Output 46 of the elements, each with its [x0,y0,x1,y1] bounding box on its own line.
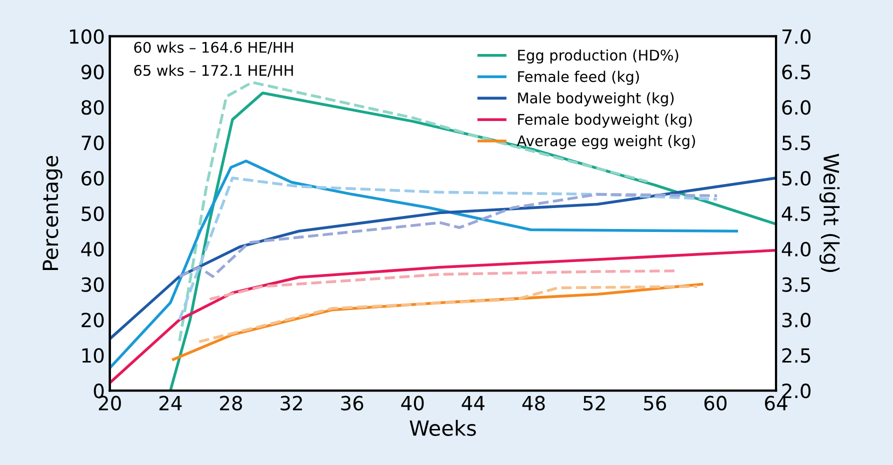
y2-tick-label: 6.5 [782,64,810,80]
legend-label: Male bodyweight (kg) [518,92,674,106]
y2-axis-title: Weight (kg) [819,154,840,272]
x-tick-label: 32 [280,396,302,411]
y2-tick-label: 4.5 [782,206,810,222]
x-axis-title: Weeks [410,420,476,436]
y2-tick-label: 6.0 [782,100,811,115]
x-tick-label: 40 [401,396,424,411]
y2-tick-label: 5.5 [782,136,810,150]
line-series [198,285,699,344]
x-tick-label: 48 [522,396,545,411]
line-series [178,176,718,322]
legend-label: Female feed (kg) [518,70,639,85]
y-axis-title: Percentage [42,156,62,270]
x-tick-label: 60 [704,396,727,411]
y2-tick-label: 3.0 [782,312,811,328]
y2-tick-label: 4.0 [782,242,811,257]
y-tick-label: 80 [82,100,104,115]
line-series [110,176,776,340]
y2-tick-label: 3.5 [782,277,810,292]
y-tick-label: 60 [82,170,104,186]
y2-tick-label: 5.0 [782,170,811,186]
y-tick-label: 10 [82,348,104,363]
y2-tick-label: 7.0 [782,29,811,44]
y2-tick-label: 2.5 [782,348,810,363]
y-tick-label: 90 [81,64,104,80]
y-tick-label: 30 [82,277,104,292]
line-series [110,248,776,384]
legend-label: Average egg weight (kg) [516,135,696,150]
line-series [178,192,718,278]
annotation: 65 wks – 172.1 HE/HH [134,64,293,78]
x-tick-label: 44 [462,396,484,410]
line-series [110,160,738,370]
x-tick-label: 36 [341,396,364,411]
x-tick-label: 56 [644,396,666,411]
x-tick-label: 28 [220,396,242,411]
legend-label: Egg production (HD%) [518,49,678,64]
x-tick-label: 52 [583,396,605,411]
x-tick-label: 24 [159,396,182,410]
y-tick-label: 100 [70,29,104,44]
y-tick-label: 50 [82,206,104,222]
y-tick-label: 20 [82,312,104,328]
legend-label: Female bodyweight (kg) [518,114,692,128]
y-tick-label: 40 [81,242,104,257]
y-tick-label: 70 [82,136,104,150]
annotation: 60 wks – 164.6 HE/HH [134,42,293,54]
